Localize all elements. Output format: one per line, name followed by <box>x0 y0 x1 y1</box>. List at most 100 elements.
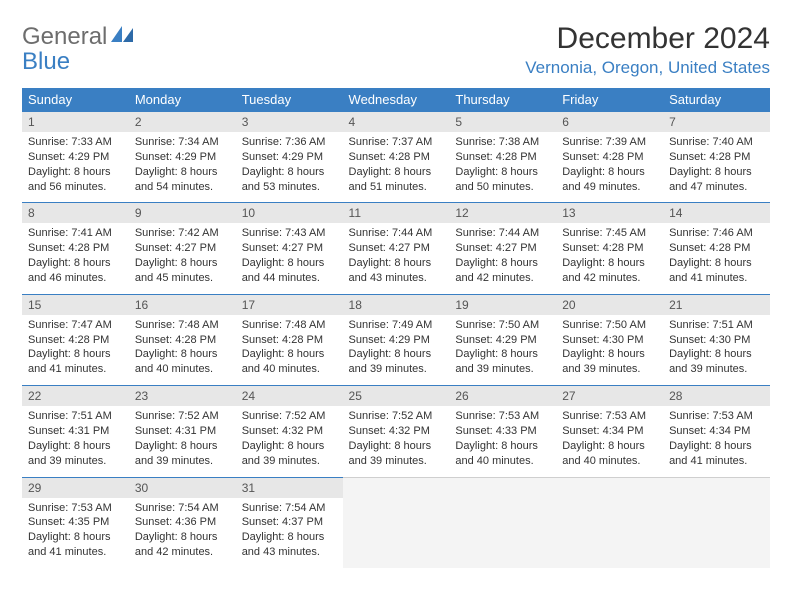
day-d2: and 43 minutes. <box>242 545 337 560</box>
day-number-cell: 24 <box>236 386 343 407</box>
day-d1: Daylight: 8 hours <box>28 256 123 271</box>
day-ss: Sunset: 4:29 PM <box>242 150 337 165</box>
location-text: Vernonia, Oregon, United States <box>525 58 770 78</box>
day-number-cell: 14 <box>663 203 770 224</box>
day-d2: and 40 minutes. <box>135 362 230 377</box>
day-number-row: 293031 <box>22 477 770 498</box>
day-d1: Daylight: 8 hours <box>28 165 123 180</box>
day-d2: and 39 minutes. <box>349 362 444 377</box>
day-sr: Sunrise: 7:33 AM <box>28 135 123 150</box>
day-number-cell: 22 <box>22 386 129 407</box>
day-number-cell: 2 <box>129 112 236 133</box>
day-d1: Daylight: 8 hours <box>242 256 337 271</box>
day-detail-row: Sunrise: 7:41 AMSunset: 4:28 PMDaylight:… <box>22 223 770 294</box>
day-number-cell: 20 <box>556 294 663 315</box>
day-d2: and 47 minutes. <box>669 180 764 195</box>
day-detail-row: Sunrise: 7:33 AMSunset: 4:29 PMDaylight:… <box>22 132 770 203</box>
day-d2: and 49 minutes. <box>562 180 657 195</box>
day-detail-cell: Sunrise: 7:38 AMSunset: 4:28 PMDaylight:… <box>449 132 556 203</box>
day-d1: Daylight: 8 hours <box>669 347 764 362</box>
day-d2: and 43 minutes. <box>349 271 444 286</box>
day-ss: Sunset: 4:28 PM <box>669 150 764 165</box>
day-ss: Sunset: 4:28 PM <box>455 150 550 165</box>
day-d2: and 56 minutes. <box>28 180 123 195</box>
day-ss: Sunset: 4:27 PM <box>349 241 444 256</box>
day-detail-cell <box>663 498 770 568</box>
day-sr: Sunrise: 7:54 AM <box>135 501 230 516</box>
day-sr: Sunrise: 7:51 AM <box>669 318 764 333</box>
logo-sail-icon <box>111 26 133 42</box>
day-sr: Sunrise: 7:52 AM <box>349 409 444 424</box>
day-detail-cell: Sunrise: 7:40 AMSunset: 4:28 PMDaylight:… <box>663 132 770 203</box>
day-detail-row: Sunrise: 7:53 AMSunset: 4:35 PMDaylight:… <box>22 498 770 568</box>
day-number-cell <box>556 477 663 498</box>
day-ss: Sunset: 4:37 PM <box>242 515 337 530</box>
day-sr: Sunrise: 7:48 AM <box>135 318 230 333</box>
logo-word2: Blue <box>22 48 70 75</box>
day-sr: Sunrise: 7:53 AM <box>455 409 550 424</box>
day-sr: Sunrise: 7:34 AM <box>135 135 230 150</box>
day-ss: Sunset: 4:30 PM <box>669 333 764 348</box>
day-ss: Sunset: 4:34 PM <box>669 424 764 439</box>
day-detail-cell: Sunrise: 7:54 AMSunset: 4:37 PMDaylight:… <box>236 498 343 568</box>
day-number-cell: 1 <box>22 112 129 133</box>
day-ss: Sunset: 4:31 PM <box>28 424 123 439</box>
day-d2: and 39 minutes. <box>349 454 444 469</box>
day-detail-cell: Sunrise: 7:50 AMSunset: 4:29 PMDaylight:… <box>449 315 556 386</box>
day-detail-cell: Sunrise: 7:50 AMSunset: 4:30 PMDaylight:… <box>556 315 663 386</box>
day-d1: Daylight: 8 hours <box>242 439 337 454</box>
day-ss: Sunset: 4:31 PM <box>135 424 230 439</box>
logo-text-block: General Blue <box>22 24 107 74</box>
day-number-cell: 6 <box>556 112 663 133</box>
day-d1: Daylight: 8 hours <box>135 530 230 545</box>
day-ss: Sunset: 4:27 PM <box>135 241 230 256</box>
day-detail-cell: Sunrise: 7:42 AMSunset: 4:27 PMDaylight:… <box>129 223 236 294</box>
day-sr: Sunrise: 7:53 AM <box>28 501 123 516</box>
header-row: General Blue December 2024 Vernonia, Ore… <box>22 18 770 78</box>
day-number-cell: 5 <box>449 112 556 133</box>
day-d2: and 39 minutes. <box>455 362 550 377</box>
day-d1: Daylight: 8 hours <box>242 165 337 180</box>
day-d1: Daylight: 8 hours <box>562 256 657 271</box>
day-ss: Sunset: 4:29 PM <box>455 333 550 348</box>
day-ss: Sunset: 4:28 PM <box>28 241 123 256</box>
day-header-row: Sunday Monday Tuesday Wednesday Thursday… <box>22 88 770 112</box>
day-ss: Sunset: 4:29 PM <box>135 150 230 165</box>
day-detail-cell: Sunrise: 7:47 AMSunset: 4:28 PMDaylight:… <box>22 315 129 386</box>
day-sr: Sunrise: 7:53 AM <box>562 409 657 424</box>
day-sr: Sunrise: 7:38 AM <box>455 135 550 150</box>
day-ss: Sunset: 4:33 PM <box>455 424 550 439</box>
day-d1: Daylight: 8 hours <box>28 530 123 545</box>
logo: General Blue <box>22 24 133 74</box>
day-ss: Sunset: 4:34 PM <box>562 424 657 439</box>
day-d2: and 50 minutes. <box>455 180 550 195</box>
day-d1: Daylight: 8 hours <box>135 347 230 362</box>
day-d1: Daylight: 8 hours <box>562 439 657 454</box>
day-ss: Sunset: 4:28 PM <box>562 241 657 256</box>
day-detail-cell: Sunrise: 7:49 AMSunset: 4:29 PMDaylight:… <box>343 315 450 386</box>
day-d1: Daylight: 8 hours <box>135 439 230 454</box>
day-d1: Daylight: 8 hours <box>349 256 444 271</box>
day-sr: Sunrise: 7:52 AM <box>135 409 230 424</box>
day-ss: Sunset: 4:28 PM <box>242 333 337 348</box>
day-detail-cell: Sunrise: 7:53 AMSunset: 4:34 PMDaylight:… <box>663 406 770 477</box>
day-number-cell <box>343 477 450 498</box>
day-sr: Sunrise: 7:43 AM <box>242 226 337 241</box>
day-number-row: 22232425262728 <box>22 386 770 407</box>
day-number-cell: 21 <box>663 294 770 315</box>
day-d1: Daylight: 8 hours <box>562 165 657 180</box>
day-d2: and 39 minutes. <box>28 454 123 469</box>
day-sr: Sunrise: 7:50 AM <box>455 318 550 333</box>
day-number-cell: 7 <box>663 112 770 133</box>
day-d2: and 41 minutes. <box>669 271 764 286</box>
day-detail-cell <box>449 498 556 568</box>
day-detail-cell: Sunrise: 7:48 AMSunset: 4:28 PMDaylight:… <box>236 315 343 386</box>
day-number-cell: 25 <box>343 386 450 407</box>
day-d1: Daylight: 8 hours <box>349 165 444 180</box>
day-sr: Sunrise: 7:47 AM <box>28 318 123 333</box>
day-ss: Sunset: 4:29 PM <box>28 150 123 165</box>
day-d2: and 40 minutes. <box>242 362 337 377</box>
day-number-cell <box>663 477 770 498</box>
day-detail-cell: Sunrise: 7:39 AMSunset: 4:28 PMDaylight:… <box>556 132 663 203</box>
day-detail-cell: Sunrise: 7:45 AMSunset: 4:28 PMDaylight:… <box>556 223 663 294</box>
